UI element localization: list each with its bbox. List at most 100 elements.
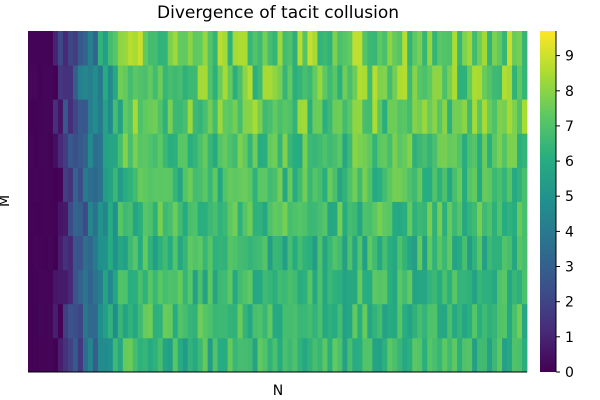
heatmap-cell <box>32 31 39 66</box>
heatmap-cell <box>202 99 209 134</box>
heatmap-cell <box>352 201 358 236</box>
heatmap-cell <box>517 269 523 305</box>
heatmap-cell <box>422 99 428 134</box>
heatmap-cell <box>52 303 59 339</box>
heatmap-cell <box>287 133 293 168</box>
heatmap-cell <box>502 303 508 339</box>
heatmap-cell <box>507 31 513 66</box>
heatmap-cell <box>327 235 333 271</box>
heatmap-cell <box>32 133 39 168</box>
heatmap-cell <box>477 269 483 305</box>
heatmap-cell <box>142 133 149 168</box>
heatmap-cell <box>487 167 493 202</box>
heatmap-cell <box>52 269 59 305</box>
heatmap-cell <box>72 167 79 202</box>
heatmap-cell <box>72 269 79 305</box>
heatmap-cell <box>402 31 408 66</box>
heatmap-cell <box>277 303 283 339</box>
heatmap-cell <box>402 235 408 271</box>
heatmap-cell <box>142 201 149 236</box>
heatmap-cell <box>177 201 184 236</box>
heatmap-cell <box>377 303 383 339</box>
heatmap-cell <box>147 201 154 236</box>
heatmap-cell <box>387 65 393 100</box>
heatmap-cell <box>462 31 468 66</box>
heatmap-cell <box>157 235 164 271</box>
heatmap-cell <box>367 133 373 168</box>
heatmap-cell <box>507 337 513 373</box>
heatmap-cell <box>127 167 134 202</box>
heatmap-cell <box>472 303 478 339</box>
heatmap-cell <box>87 235 94 271</box>
heatmap-cell <box>322 235 328 271</box>
heatmap-cell <box>182 337 189 373</box>
heatmap-cell <box>377 133 383 168</box>
heatmap-cell <box>367 31 373 66</box>
heatmap-cell <box>197 235 204 271</box>
heatmap-cell <box>97 235 104 271</box>
heatmap-cell <box>487 269 493 305</box>
heatmap-cell <box>482 167 488 202</box>
heatmap-cell <box>227 337 233 373</box>
heatmap-cell <box>442 65 448 100</box>
heatmap-cell <box>347 167 353 202</box>
heatmap-cell <box>177 269 184 305</box>
heatmap-cell <box>187 167 194 202</box>
heatmap-cell <box>227 133 233 168</box>
heatmap-cell <box>357 201 363 236</box>
heatmap-cell <box>422 337 428 373</box>
heatmap-cell <box>242 303 248 339</box>
heatmap-cell <box>477 133 483 168</box>
heatmap-cell <box>427 99 433 134</box>
heatmap-cell <box>257 65 263 100</box>
heatmap-cell <box>147 31 154 66</box>
heatmap-cell <box>177 303 184 339</box>
heatmap-cell <box>312 31 318 66</box>
heatmap-cell <box>107 201 114 236</box>
heatmap-cell <box>42 269 49 305</box>
colorbar-tick-label: 0 <box>565 365 574 381</box>
heatmap-cell <box>467 133 473 168</box>
heatmap-cell <box>347 337 353 373</box>
heatmap-cell <box>382 99 388 134</box>
heatmap-cell <box>377 99 383 134</box>
heatmap-cell <box>187 269 194 305</box>
chart-title: Divergence of tacit collusion <box>157 3 399 23</box>
heatmap-cell <box>107 337 114 373</box>
heatmap-cell <box>147 235 154 271</box>
colorbar-ticks: 0 1 2 3 4 5 6 7 8 9 <box>556 49 574 381</box>
heatmap-cell <box>467 65 473 100</box>
heatmap-cell <box>162 65 169 100</box>
heatmap-cell <box>177 167 184 202</box>
heatmap-cell <box>457 269 463 305</box>
heatmap-cell <box>117 337 124 373</box>
heatmap-cell <box>452 337 458 373</box>
heatmap-cell <box>37 133 44 168</box>
heatmap-cell <box>237 167 243 202</box>
heatmap-cell <box>187 303 194 339</box>
heatmap-cell <box>437 31 443 66</box>
heatmap-cell <box>262 337 268 373</box>
heatmap-cell <box>28 31 34 66</box>
heatmap-cell <box>192 133 199 168</box>
heatmap-cell <box>442 99 448 134</box>
heatmap-cell <box>137 269 144 305</box>
heatmap-cell <box>167 201 174 236</box>
heatmap-cell <box>337 65 343 100</box>
heatmap-cell <box>367 337 373 373</box>
heatmap-cell <box>127 65 134 100</box>
heatmap-cell <box>92 99 99 134</box>
heatmap-cell <box>222 133 228 168</box>
heatmap-cell <box>517 235 523 271</box>
heatmap-cell <box>382 269 388 305</box>
heatmap-cell <box>232 65 238 100</box>
heatmap-cell <box>522 99 528 134</box>
heatmap-cell <box>497 337 503 373</box>
heatmap-cell <box>87 99 94 134</box>
heatmap-cell <box>347 31 353 66</box>
heatmap-cell <box>167 133 174 168</box>
heatmap-cell <box>132 269 139 305</box>
heatmap-cell <box>517 303 523 339</box>
heatmap-cell <box>162 133 169 168</box>
heatmap-cell <box>117 99 124 134</box>
